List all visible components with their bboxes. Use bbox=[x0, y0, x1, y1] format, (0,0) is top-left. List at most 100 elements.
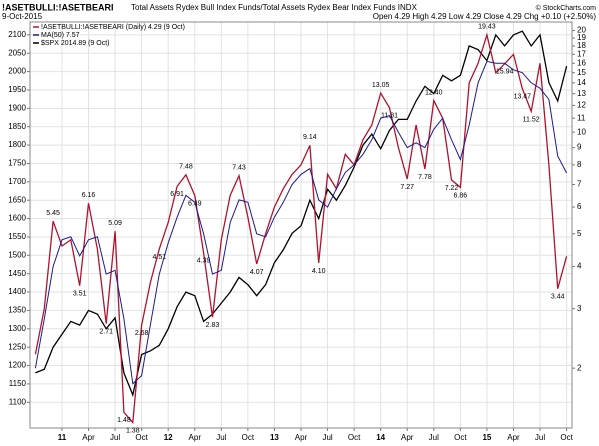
y-tick-label: 1200 bbox=[8, 361, 26, 370]
x-tick-label: Apr bbox=[189, 433, 202, 442]
x-tick-label: Oct bbox=[454, 433, 467, 442]
y2-tick-label: 19 bbox=[577, 33, 586, 42]
x-tick-label: Apr bbox=[295, 433, 308, 442]
value-label: 7.48 bbox=[179, 164, 193, 171]
y-tick-label: 1400 bbox=[8, 287, 26, 296]
y-tick-label: 2100 bbox=[8, 30, 26, 39]
y-tick-label: 1850 bbox=[8, 122, 26, 131]
y-tick-label: 1950 bbox=[8, 85, 26, 94]
x-tick-label: Jul bbox=[110, 433, 120, 442]
y2-tick-label: 12 bbox=[577, 101, 586, 110]
y2-tick-label: 20 bbox=[577, 26, 586, 35]
x-tick-label: Jul bbox=[322, 433, 332, 442]
value-label: 7.22 bbox=[445, 185, 459, 192]
y-tick-label: 1750 bbox=[8, 159, 26, 168]
value-label: 6.86 bbox=[454, 192, 468, 199]
x-tick-label: 14 bbox=[376, 433, 385, 442]
value-label: 3.44 bbox=[551, 293, 565, 300]
y-tick-label: 1600 bbox=[8, 214, 26, 223]
value-label: 11.52 bbox=[523, 116, 540, 123]
y2-tick-label: 15 bbox=[577, 68, 586, 77]
value-label: 7.43 bbox=[232, 165, 246, 172]
value-label: 13.47 bbox=[514, 93, 532, 100]
y-tick-label: 1100 bbox=[9, 397, 27, 406]
quote: Open 4.29 High 4.29 Low 4.29 Close 4.29 … bbox=[373, 12, 597, 21]
value-label: 12.40 bbox=[425, 89, 443, 96]
value-label: 4.51 bbox=[153, 254, 167, 261]
y-tick-label: 1250 bbox=[8, 342, 26, 351]
y2-tick-label: 5 bbox=[577, 229, 582, 238]
y2-tick-label: 11 bbox=[577, 113, 586, 122]
x-tick-label: Oct bbox=[135, 433, 148, 442]
value-label: 19.43 bbox=[478, 24, 496, 31]
series-line bbox=[34, 60, 568, 385]
y-tick-label: 1900 bbox=[8, 103, 26, 112]
x-tick-label: Oct bbox=[560, 433, 573, 442]
value-label: 1.48 bbox=[117, 417, 131, 424]
plot-border bbox=[29, 21, 573, 429]
y2-tick-label: 10 bbox=[577, 127, 586, 136]
series-line bbox=[34, 32, 568, 425]
x-tick-label: 11 bbox=[58, 433, 67, 442]
chart-date: 9-Oct-2015 bbox=[2, 12, 43, 21]
value-label: 2.83 bbox=[206, 322, 220, 329]
chart-title: !ASETBULLI:!ASETBEARI bbox=[2, 2, 114, 12]
x-tick-label: Oct bbox=[242, 433, 255, 442]
value-label: 6.91 bbox=[170, 191, 184, 198]
value-label: 4.39 bbox=[197, 258, 211, 265]
y-tick-label: 2050 bbox=[8, 48, 26, 57]
x-tick-label: Jul bbox=[535, 433, 545, 442]
y-tick-label: 1150 bbox=[9, 379, 27, 388]
value-label: 2.68 bbox=[135, 330, 149, 337]
value-label: 5.09 bbox=[108, 220, 122, 227]
legend-label: !ASETBULLI:!ASETBEARI (Daily) 4.29 (9 Oc… bbox=[41, 24, 185, 31]
value-label: 5.45 bbox=[46, 210, 60, 217]
x-tick-label: Oct bbox=[348, 433, 361, 442]
y2-tick-label: 4 bbox=[577, 262, 582, 271]
y2-tick-label: 2 bbox=[577, 363, 582, 372]
y-tick-label: 2000 bbox=[8, 67, 26, 76]
series-line bbox=[35, 30, 568, 398]
x-tick-label: Jul bbox=[216, 433, 226, 442]
value-label: 7.27 bbox=[400, 184, 414, 191]
x-tick-label: Apr bbox=[507, 433, 520, 442]
chart-subtitle: Total Assets Rydex Bull Index Funds/Tota… bbox=[131, 3, 418, 12]
x-tick-label: Apr bbox=[82, 433, 95, 442]
y2-tick-label: 7 bbox=[577, 180, 582, 189]
y-tick-label: 1300 bbox=[8, 324, 26, 333]
y2-tick-label: 16 bbox=[577, 58, 586, 67]
legend-label: MA(50) 7.57 bbox=[41, 32, 80, 39]
y2-tick-label: 14 bbox=[577, 78, 586, 87]
y-tick-label: 1800 bbox=[8, 140, 26, 149]
y2-tick-label: 18 bbox=[577, 41, 586, 50]
y-tick-label: 1550 bbox=[8, 232, 26, 241]
value-label: 4.10 bbox=[312, 268, 326, 275]
x-tick-label: Apr bbox=[401, 433, 414, 442]
y-tick-label: 1650 bbox=[8, 195, 26, 204]
value-label: 6.16 bbox=[82, 192, 96, 199]
y2-tick-label: 13 bbox=[577, 89, 586, 98]
y-tick-label: 1700 bbox=[8, 177, 26, 186]
x-tick-label: 15 bbox=[482, 433, 491, 442]
value-label: 3.51 bbox=[73, 291, 87, 298]
value-label: 9.14 bbox=[303, 134, 317, 141]
y2-tick-label: 3 bbox=[577, 304, 582, 313]
y2-tick-label: 17 bbox=[577, 49, 586, 58]
legend-label: $SPX 2014.89 (9 Oct) bbox=[41, 40, 109, 47]
value-label: 1.38 bbox=[126, 427, 140, 434]
value-label: 13.05 bbox=[372, 82, 390, 89]
value-label: 4.07 bbox=[250, 269, 264, 276]
y2-tick-label: 9 bbox=[577, 143, 582, 152]
y-tick-label: 1450 bbox=[8, 269, 26, 278]
value-label: 7.78 bbox=[418, 174, 432, 181]
value-label: 2.71 bbox=[99, 328, 113, 335]
y-tick-label: 1500 bbox=[8, 250, 26, 259]
copyright: © StockCharts.com bbox=[536, 4, 597, 12]
y-tick-label: 1350 bbox=[8, 306, 26, 315]
y2-tick-label: 8 bbox=[577, 160, 582, 169]
value-label: 15.94 bbox=[496, 69, 514, 76]
y2-tick-label: 6 bbox=[577, 202, 582, 211]
x-tick-label: Jul bbox=[429, 433, 439, 442]
